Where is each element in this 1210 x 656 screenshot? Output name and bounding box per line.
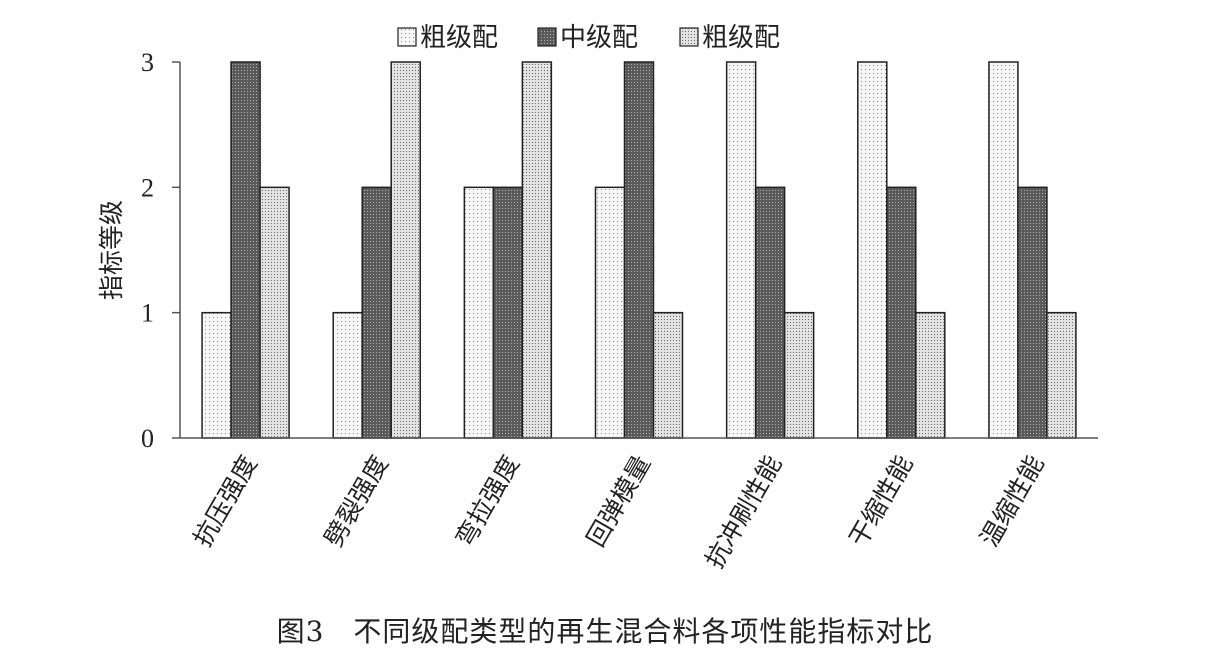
bar	[492, 186, 524, 439]
bar	[988, 61, 1019, 439]
legend-swatch	[679, 27, 699, 47]
legend-swatch	[537, 27, 557, 47]
bar	[463, 186, 495, 439]
y-tick-label: 0	[141, 424, 154, 453]
x-tick-label: 劈裂强度	[319, 451, 394, 552]
x-tick-label: 抗冲刷性能	[700, 451, 788, 574]
bar	[857, 61, 888, 439]
legend-label: 粗级配	[420, 23, 498, 53]
bar	[390, 61, 421, 439]
legend-label: 粗级配	[702, 23, 780, 53]
x-tick-label: 干缩性能	[843, 451, 918, 552]
bar	[886, 186, 917, 439]
x-axis: 抗压强度 劈裂强度 弯拉强度 回弹模量 抗冲刷性能 干缩性能 温缩性能	[180, 437, 1098, 574]
bar	[332, 311, 363, 439]
x-tick-label: 回弹模量	[581, 451, 656, 552]
bar	[594, 186, 626, 439]
bar	[230, 61, 261, 439]
y-tick-label: 3	[141, 48, 154, 77]
bar	[725, 61, 757, 439]
bar	[1046, 311, 1077, 439]
bar	[361, 186, 392, 439]
bar	[1017, 186, 1048, 439]
bars	[201, 61, 1077, 439]
x-tick-label: 抗压强度	[188, 451, 263, 552]
y-axis-title: 指标等级	[97, 200, 126, 300]
bar	[783, 311, 815, 439]
bar-chart: 粗级配 中级配 粗级配 0 1 2 3 指标等级 抗压强度 劈裂强度 弯拉强度 回弹模量 抗冲刷性能…	[97, 23, 1098, 574]
legend: 粗级配 中级配 粗级配	[397, 23, 780, 53]
bar	[754, 186, 786, 439]
legend-label: 中级配	[560, 23, 638, 53]
x-tick-label: 温缩性能	[975, 451, 1050, 552]
bar	[521, 61, 553, 439]
legend-swatch	[397, 27, 417, 47]
y-tick-label: 1	[141, 299, 154, 328]
y-tick-label: 2	[141, 173, 154, 202]
y-axis: 0 1 2 3 指标等级	[97, 48, 181, 453]
bar	[201, 311, 232, 439]
bar	[652, 311, 684, 439]
figure-caption: 图3 不同级配类型的再生混合料各项性能指标对比	[276, 615, 934, 648]
x-tick-label: 弯拉强度	[450, 451, 525, 552]
bar	[259, 186, 290, 439]
bar	[623, 61, 655, 439]
bar	[915, 311, 946, 439]
